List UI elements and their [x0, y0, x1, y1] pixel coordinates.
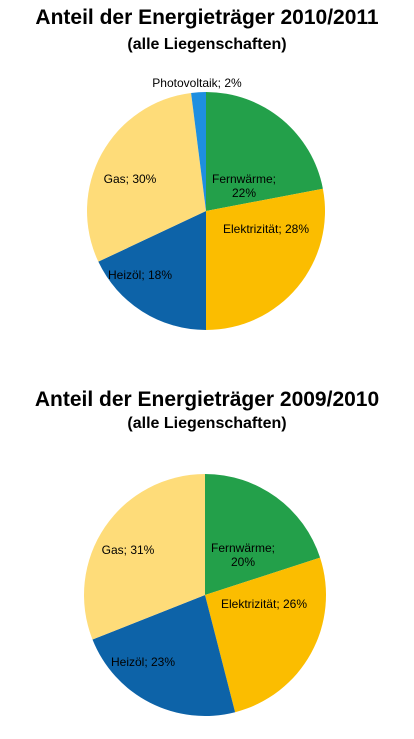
pie-chart-2009-2010: Fernwärme; 20% Elektrizität; 26% Heizöl; 23… [84, 474, 327, 716]
chart-subtitle: (alle Liegenschaften) [127, 415, 287, 432]
pie-slice-fernwrme [206, 92, 323, 211]
chart-title: Anteil der Energieträger 2009/2010 [34, 388, 380, 411]
slice-label: Elektrizität; 28% [223, 222, 309, 236]
pie-slice-heizl [98, 211, 206, 330]
pie-slice-elektrizitt [205, 557, 327, 713]
chart-subtitle: (alle Liegenschaften) [127, 36, 287, 53]
slice-label: Elektrizität; 26% [221, 597, 307, 611]
slice-label: Gas; 31% [102, 543, 155, 557]
chart-2010-2011: Anteil der Energieträger 2010/2011 (alle… [0, 0, 414, 345]
pie-slice-gas [87, 92, 206, 262]
pie-slice-gas [84, 474, 205, 640]
pie-chart-2010-2011: Fernwärme; 22% Elektrizität; 28% Heizöl; 18… [87, 76, 325, 330]
slice-label: Heizöl; 18% [108, 268, 172, 282]
pie-slice-elektrizitt [206, 188, 325, 330]
slice-label: Fernwärme; 20% [211, 541, 275, 569]
slice-label: Photovoltaik; 2% [152, 76, 242, 90]
slice-label: Heizöl; 23% [111, 655, 175, 669]
slice-label: Fernwärme; 22% [212, 172, 276, 200]
pie-slice-fernwrme [205, 474, 321, 595]
chart-title: Anteil der Energieträger 2010/2011 [35, 6, 379, 29]
chart-2009-2010: Anteil der Energieträger 2009/2010 (alle… [0, 370, 414, 739]
pie-slice-heizl [92, 595, 236, 716]
slice-label: Gas; 30% [104, 172, 157, 186]
pie-slice-photovoltaik [191, 92, 206, 211]
